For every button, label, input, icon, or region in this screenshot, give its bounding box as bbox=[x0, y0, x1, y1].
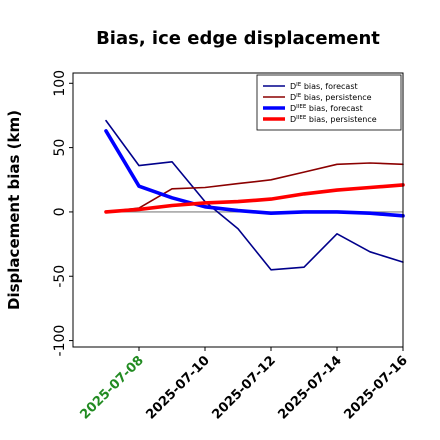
series-line-1 bbox=[105, 119, 404, 271]
legend-label-3: DIIEE bias, forecast bbox=[290, 104, 363, 113]
y-tick-label: 50 bbox=[52, 139, 68, 157]
y-tick-label: -50 bbox=[52, 265, 68, 288]
series-line-2 bbox=[105, 162, 404, 213]
legend-label-1: DIE bias, forecast bbox=[290, 82, 358, 91]
y-tick-label: 0 bbox=[52, 207, 68, 216]
legend-label-2: DIE bias, persistence bbox=[290, 93, 372, 102]
series-line-4 bbox=[104, 183, 405, 214]
x-tick-label: 2025-07-16 bbox=[341, 353, 410, 422]
y-axis-label: Displacement bias (km) bbox=[5, 110, 23, 310]
y-tick-label: -100 bbox=[52, 325, 68, 357]
legend: DIE bias, forecast DIE bias, persistence D… bbox=[256, 74, 402, 131]
series-line-3 bbox=[104, 129, 405, 218]
x-tick-label: 2025-07-08 bbox=[77, 353, 146, 422]
legend-label-4: DIIEE bias, persistence bbox=[290, 115, 377, 124]
chart-title: Bias, ice edge displacement bbox=[96, 28, 380, 49]
x-tick-label: 2025-07-10 bbox=[143, 353, 212, 422]
legend-box bbox=[256, 74, 402, 131]
plot-frame bbox=[72, 72, 404, 348]
x-tick-label: 2025-07-12 bbox=[209, 353, 278, 422]
y-tick-label: 100 bbox=[52, 70, 68, 97]
plot-area bbox=[104, 119, 405, 271]
x-tick-label: 2025-07-14 bbox=[275, 353, 344, 422]
